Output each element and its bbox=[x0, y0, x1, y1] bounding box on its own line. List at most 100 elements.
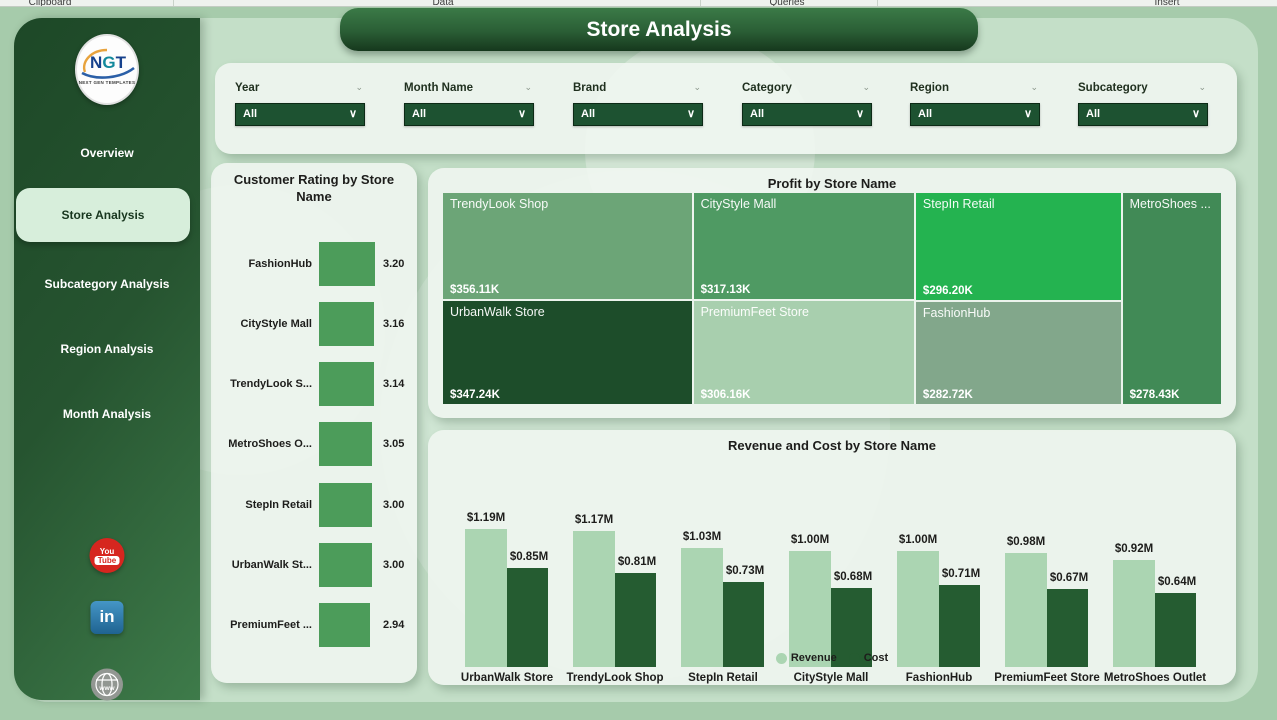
rating-bar[interactable] bbox=[319, 483, 372, 527]
revenue-bar[interactable] bbox=[789, 551, 831, 667]
chevron-down-icon[interactable]: ⌄ bbox=[1030, 82, 1038, 92]
sidebar: NGT NEXT GEN TEMPLATES Overview Store Ana… bbox=[14, 18, 200, 701]
treemap-cell-fashionhub[interactable]: FashionHub $282.72K bbox=[915, 301, 1121, 404]
revenue-cost-chart: Revenue and Cost by Store Name $1.19M $0.… bbox=[428, 430, 1236, 685]
treemap-column: MetroShoes ... $278.43K bbox=[1122, 193, 1221, 404]
chevron-down-icon[interactable]: ⌄ bbox=[524, 82, 532, 92]
cost-value-label: $0.64M bbox=[1157, 575, 1197, 588]
bar-group: $1.00M $0.68M CityStyle Mall bbox=[777, 472, 885, 684]
legend-label: Revenue bbox=[790, 652, 837, 664]
cost-bar[interactable] bbox=[723, 582, 764, 667]
rating-bar[interactable] bbox=[319, 242, 375, 286]
slicer-dropdown[interactable]: All ∨ bbox=[1078, 103, 1208, 126]
chevron-down-icon[interactable]: ⌄ bbox=[1198, 82, 1206, 92]
treemap-cell-value: $296.20K bbox=[922, 284, 973, 297]
treemap-cell-trendylook-shop[interactable]: TrendyLook Shop $356.11K bbox=[443, 193, 692, 299]
chevron-down-icon[interactable]: ⌄ bbox=[862, 82, 870, 92]
cost-bar[interactable] bbox=[1047, 589, 1088, 667]
sidebar-item-store-analysis[interactable]: Store Analysis bbox=[16, 188, 190, 242]
rating-bar[interactable] bbox=[319, 543, 372, 587]
sidebar-item-subcategory-analysis[interactable]: Subcategory Analysis bbox=[44, 277, 170, 291]
cost-bar[interactable] bbox=[1155, 592, 1196, 667]
cost-bar[interactable] bbox=[615, 573, 656, 667]
rating-value-label: 3.05 bbox=[383, 438, 405, 450]
slicer-label: Subcategory bbox=[1078, 82, 1148, 94]
treemap-column: TrendyLook Shop $356.11K UrbanWalk Store $3… bbox=[443, 193, 692, 404]
treemap-cell-value: $347.24K bbox=[450, 389, 500, 401]
rating-row: PremiumFeet ... 2.94 bbox=[211, 603, 417, 647]
rating-bar[interactable] bbox=[319, 362, 374, 406]
sidebar-item-month-analysis[interactable]: Month Analysis bbox=[62, 407, 152, 421]
linkedin-icon[interactable]: in bbox=[90, 601, 124, 634]
chevron-down-icon: ∨ bbox=[686, 108, 695, 120]
rating-bar[interactable] bbox=[319, 302, 375, 346]
rating-category-label: MetroShoes O... bbox=[228, 438, 312, 450]
slicer-dropdown[interactable]: All ∨ bbox=[235, 103, 365, 126]
slicer-brand: Brand ⌄ All ∨ bbox=[573, 82, 703, 126]
bar-category-label: StepIn Retail bbox=[688, 672, 758, 684]
chevron-down-icon: ∨ bbox=[517, 108, 526, 120]
legend-item-cost[interactable]: Cost bbox=[848, 652, 889, 664]
cost-bar[interactable] bbox=[939, 584, 980, 667]
revenue-bar[interactable] bbox=[465, 529, 507, 667]
slicer-category: Category ⌄ All ∨ bbox=[742, 82, 872, 126]
legend-item-revenue[interactable]: Revenue bbox=[775, 652, 837, 664]
youtube-icon-text: You bbox=[99, 546, 115, 556]
sidebar-item-region-analysis[interactable]: Region Analysis bbox=[60, 342, 154, 356]
slicer-dropdown[interactable]: All ∨ bbox=[910, 103, 1040, 126]
cost-value-label: $0.68M bbox=[833, 571, 873, 584]
treemap-column: StepIn Retail $296.20K FashionHub $282.72K bbox=[915, 193, 1121, 404]
slicer-label: Month Name bbox=[404, 82, 473, 94]
rating-category-label: UrbanWalk St... bbox=[231, 559, 312, 571]
sidebar-item-overview[interactable]: Overview bbox=[80, 146, 134, 160]
revenue-bar[interactable] bbox=[897, 551, 939, 667]
chevron-down-icon: ∨ bbox=[1023, 108, 1032, 120]
treemap-cell-premiumfeet-store[interactable]: PremiumFeet Store $306.16K bbox=[693, 301, 914, 404]
cost-bar[interactable] bbox=[507, 568, 548, 667]
rating-row: TrendyLook S... 3.14 bbox=[211, 362, 417, 406]
treemap-cell-name: MetroShoes ... bbox=[1129, 197, 1211, 211]
treemap-cell-citystyle-mall[interactable]: CityStyle Mall $317.13K bbox=[693, 193, 914, 300]
ngt-logo-icon: NGT bbox=[81, 48, 135, 79]
treemap-cell-stepin-retail[interactable]: StepIn Retail $296.20K bbox=[915, 193, 1121, 300]
treemap-cell-metroshoes-[interactable]: MetroShoes ... $278.43K bbox=[1122, 193, 1221, 404]
cost-value-label: $0.73M bbox=[725, 565, 765, 578]
revenue-value-label: $0.98M bbox=[1006, 536, 1046, 549]
revenue-bar[interactable] bbox=[1113, 560, 1155, 667]
treemap-cell-name: TrendyLook Shop bbox=[450, 197, 549, 211]
slicer-dropdown[interactable]: All ∨ bbox=[742, 103, 872, 126]
slicer-dropdown[interactable]: All ∨ bbox=[404, 103, 534, 126]
chevron-down-icon[interactable]: ⌄ bbox=[355, 82, 363, 92]
legend-label: Cost bbox=[863, 652, 889, 664]
rating-row: CityStyle Mall 3.16 bbox=[211, 302, 417, 346]
ribbon-group-label: Clipboard bbox=[28, 0, 72, 7]
revenue-bar[interactable] bbox=[1005, 553, 1047, 667]
rating-value-label: 3.00 bbox=[383, 499, 405, 511]
bar-group: $1.00M $0.71M FashionHub bbox=[885, 472, 993, 684]
ribbon-strip: Clipboard Data Queries Insert bbox=[0, 0, 1277, 7]
rating-bar[interactable] bbox=[319, 422, 373, 466]
ngt-logo-subtext: NEXT GEN TEMPLATES bbox=[78, 80, 136, 85]
treemap-column: CityStyle Mall $317.13K PremiumFeet Store $… bbox=[693, 193, 914, 404]
chevron-down-icon[interactable]: ⌄ bbox=[693, 82, 701, 92]
revenue-bar[interactable] bbox=[573, 531, 615, 667]
cost-value-label: $0.85M bbox=[509, 551, 549, 564]
treemap-cell-urbanwalk-store[interactable]: UrbanWalk Store $347.24K bbox=[443, 300, 692, 404]
bar-category-label: MetroShoes Outlet bbox=[1103, 672, 1207, 684]
slicer-dropdown[interactable]: All ∨ bbox=[573, 103, 703, 126]
bar-category-label: TrendyLook Shop bbox=[566, 672, 664, 684]
youtube-icon[interactable]: You Tube bbox=[89, 538, 125, 573]
slicer-month-name: Month Name ⌄ All ∨ bbox=[404, 82, 534, 126]
cost-value-label: $0.67M bbox=[1049, 572, 1089, 585]
rating-row: UrbanWalk St... 3.00 bbox=[211, 543, 417, 587]
chevron-down-icon: ∨ bbox=[855, 108, 864, 120]
rating-bar[interactable] bbox=[319, 603, 371, 647]
revenue-bar[interactable] bbox=[681, 547, 723, 667]
revenue-value-label: $1.00M bbox=[790, 534, 830, 546]
chevron-down-icon: ∨ bbox=[348, 108, 357, 120]
bar-category-label: UrbanWalk Store bbox=[460, 672, 554, 684]
website-globe-icon[interactable]: www bbox=[91, 668, 124, 701]
revenue-value-label: $1.03M bbox=[682, 530, 722, 543]
bar-group: $1.17M $0.81M TrendyLook Shop bbox=[561, 472, 669, 684]
chart-title: Revenue and Cost by Store Name bbox=[727, 438, 937, 453]
